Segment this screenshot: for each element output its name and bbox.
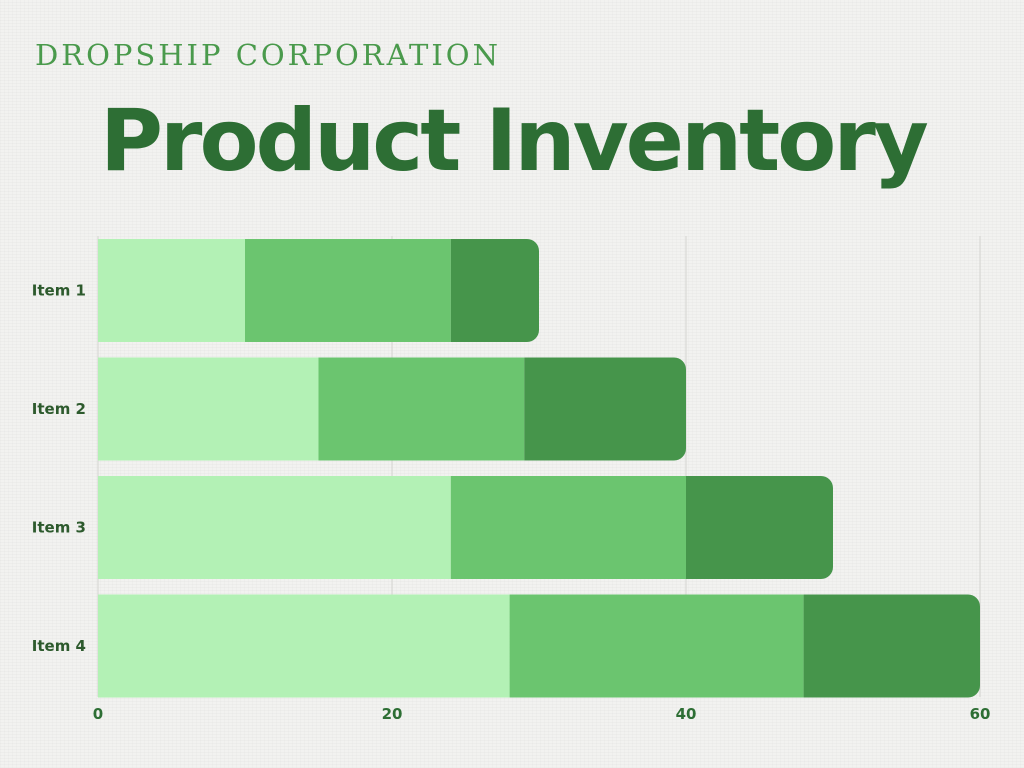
- page-title: Product Inventory: [100, 91, 929, 191]
- bar-item2-segment-1: [98, 357, 319, 461]
- bar-item3-segment-1: [98, 476, 451, 579]
- bars-layer: [98, 239, 980, 698]
- bar-item4-segment-3: [803, 594, 980, 698]
- x-tick-label: 60: [970, 705, 991, 723]
- bar-item4-segment-2: [509, 594, 804, 698]
- category-label: Item 1: [32, 282, 86, 300]
- bar-item4-segment-1: [98, 594, 510, 698]
- category-label: Item 3: [32, 519, 86, 537]
- bar-item3-segment-3: [686, 476, 833, 579]
- x-tick-label: 0: [93, 705, 103, 723]
- bar-item1-segment-1: [98, 239, 245, 342]
- bar-item3-segment-2: [450, 476, 686, 579]
- bar-item1-segment-2: [245, 239, 451, 342]
- x-tick-label: 40: [676, 705, 697, 723]
- category-label: Item 4: [32, 637, 86, 655]
- company-name: DROPSHIP CORPORATION: [35, 38, 501, 72]
- labels-layer: 0 20 40 60 Item 1 Item 2 Item 3 Item 4: [32, 282, 991, 724]
- bar-item2-segment-3: [524, 357, 686, 461]
- category-label: Item 2: [32, 400, 86, 418]
- bar-item1-segment-3: [450, 239, 539, 342]
- x-tick-label: 20: [382, 705, 403, 723]
- bar-item2-segment-2: [318, 357, 525, 461]
